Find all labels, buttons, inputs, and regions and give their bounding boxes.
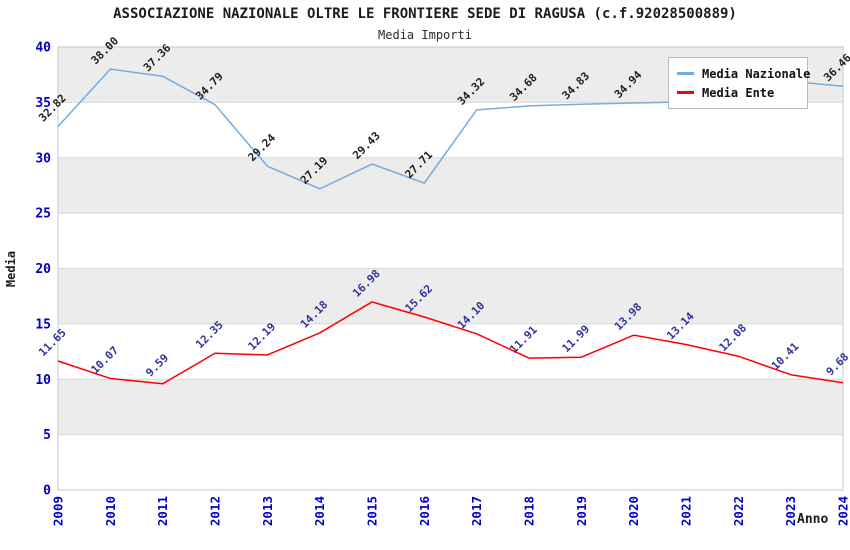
- svg-text:2022: 2022: [731, 496, 746, 526]
- x-axis-title: Anno: [797, 512, 829, 527]
- y-axis-tick-labels: 0 5 10 15 20 25 30 35 40: [35, 41, 51, 499]
- svg-text:15: 15: [35, 317, 51, 332]
- legend-swatch-red: [677, 91, 694, 94]
- chart-subtitle: Media Importi: [378, 28, 472, 42]
- svg-text:2017: 2017: [469, 496, 484, 526]
- svg-text:10.41: 10.41: [769, 340, 802, 373]
- svg-text:9.68: 9.68: [824, 350, 850, 378]
- legend-item-media-nazionale: Media Nazionale: [677, 64, 810, 83]
- legend-swatch-blue: [677, 72, 694, 75]
- svg-text:35: 35: [35, 96, 51, 111]
- series-line-media-ente: [57, 301, 844, 385]
- svg-text:2020: 2020: [626, 496, 641, 526]
- svg-text:2011: 2011: [155, 496, 170, 526]
- grid-bands: [58, 47, 843, 435]
- legend: Media Nazionale Media Ente: [668, 57, 810, 109]
- svg-text:25: 25: [35, 207, 51, 222]
- svg-text:2009: 2009: [51, 496, 66, 526]
- svg-text:2014: 2014: [312, 496, 327, 526]
- svg-text:11.91: 11.91: [507, 323, 540, 356]
- x-axis-tick-labels: 2009 2010 2011 2012 2013 2014 2015 2016 2017 2018…: [51, 496, 850, 526]
- legend-label: Media Ente: [702, 85, 775, 100]
- svg-text:9.59: 9.59: [143, 351, 171, 379]
- svg-text:2023: 2023: [783, 496, 798, 526]
- svg-text:20: 20: [35, 262, 51, 277]
- svg-text:2019: 2019: [574, 496, 589, 526]
- svg-text:11.99: 11.99: [560, 322, 593, 355]
- svg-text:30: 30: [35, 151, 51, 166]
- svg-text:5: 5: [43, 428, 51, 443]
- svg-text:2024: 2024: [836, 496, 850, 526]
- svg-text:2012: 2012: [208, 496, 223, 526]
- plot-border: [57, 46, 844, 491]
- chart-title: ASSOCIAZIONE NAZIONALE OLTRE LE FRONTIER…: [113, 6, 737, 22]
- svg-text:12.08: 12.08: [717, 321, 750, 354]
- svg-text:10: 10: [35, 373, 51, 388]
- svg-text:2013: 2013: [260, 496, 275, 526]
- gridlines: [58, 101, 843, 436]
- svg-text:12.19: 12.19: [246, 320, 279, 353]
- legend-label: Media Nazionale: [702, 66, 811, 81]
- svg-text:29.43: 29.43: [350, 129, 383, 162]
- svg-text:2015: 2015: [365, 496, 380, 526]
- svg-text:2016: 2016: [417, 496, 432, 526]
- svg-text:2021: 2021: [679, 496, 694, 526]
- svg-text:0: 0: [43, 484, 51, 499]
- svg-text:10.07: 10.07: [89, 344, 122, 377]
- svg-text:2018: 2018: [522, 496, 537, 526]
- y-axis-title: Media: [4, 250, 18, 288]
- legend-item-media-ente: Media Ente: [677, 83, 799, 102]
- svg-text:2010: 2010: [103, 496, 118, 526]
- svg-text:40: 40: [35, 41, 51, 56]
